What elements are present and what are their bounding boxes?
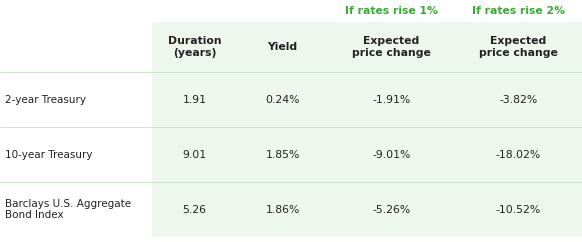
Text: Yield: Yield <box>268 42 297 52</box>
Bar <box>237 22 328 237</box>
Text: 5.26: 5.26 <box>183 204 207 214</box>
Text: -1.91%: -1.91% <box>372 94 411 105</box>
Text: 1.85%: 1.85% <box>265 150 300 159</box>
Text: 2-year Treasury: 2-year Treasury <box>5 94 86 105</box>
Text: -9.01%: -9.01% <box>372 150 411 159</box>
Text: -18.02%: -18.02% <box>496 150 541 159</box>
Text: 1.86%: 1.86% <box>265 204 300 214</box>
Text: -5.26%: -5.26% <box>372 204 411 214</box>
Text: 9.01: 9.01 <box>182 150 207 159</box>
Bar <box>152 22 237 237</box>
Bar <box>0 22 152 237</box>
Bar <box>328 22 455 237</box>
Text: -3.82%: -3.82% <box>499 94 538 105</box>
Text: 10-year Treasury: 10-year Treasury <box>5 150 93 159</box>
Text: -10.52%: -10.52% <box>496 204 541 214</box>
Text: If rates rise 2%: If rates rise 2% <box>472 6 565 16</box>
Text: Barclays U.S. Aggregate
Bond Index: Barclays U.S. Aggregate Bond Index <box>5 199 131 220</box>
Text: 0.24%: 0.24% <box>265 94 300 105</box>
Bar <box>0 0 582 22</box>
Text: Duration
(years): Duration (years) <box>168 36 221 58</box>
Text: Expected
price change: Expected price change <box>479 36 558 58</box>
Text: Expected
price change: Expected price change <box>352 36 431 58</box>
Bar <box>455 22 582 237</box>
Text: 1.91: 1.91 <box>183 94 207 105</box>
Text: If rates rise 1%: If rates rise 1% <box>345 6 438 16</box>
